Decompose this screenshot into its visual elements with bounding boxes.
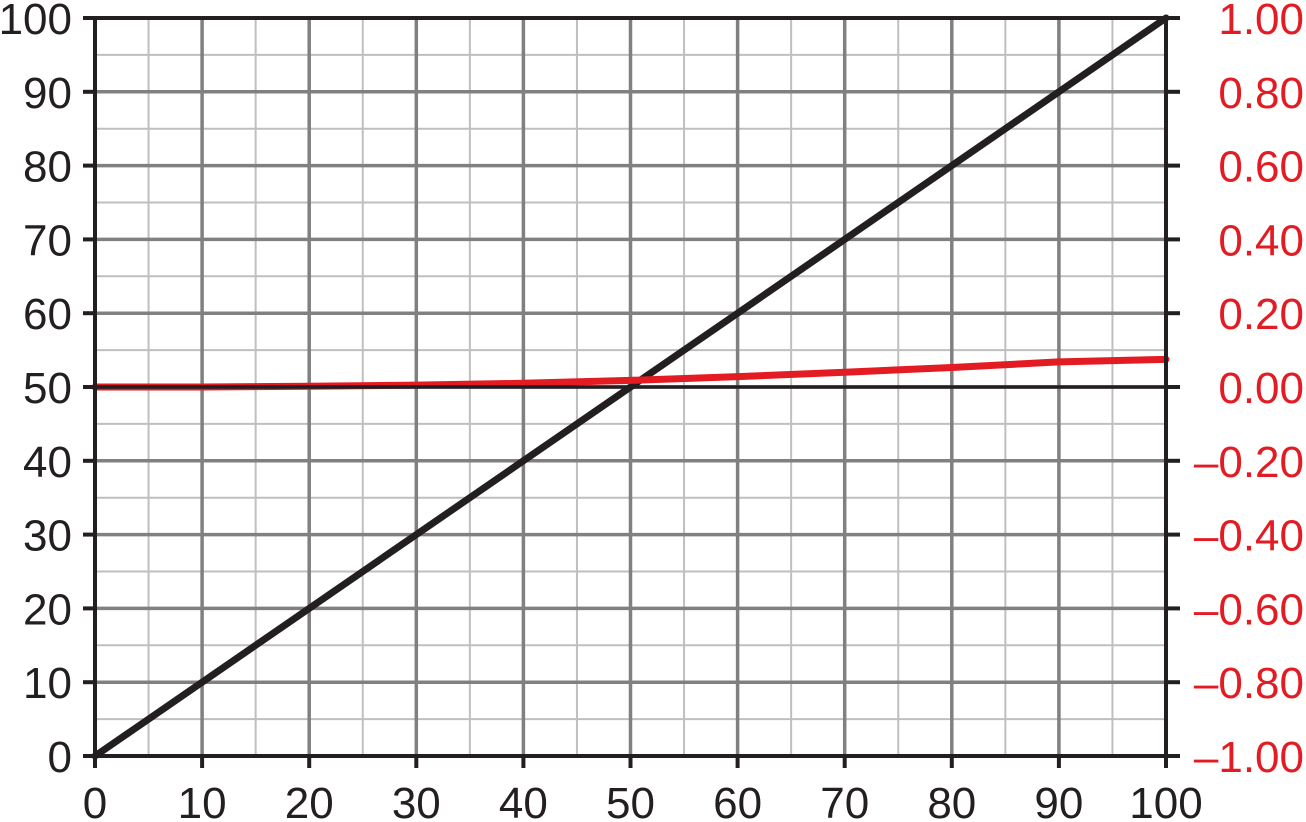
x-axis-tick-label: 100 — [1129, 779, 1202, 822]
x-axis-tick-label: 20 — [285, 779, 334, 822]
right-y-axis-tick-label: –0.60 — [1194, 585, 1304, 634]
x-axis-tick-labels: 0 10 20 30 40 50 60 70 80 90 100 — [83, 779, 1203, 822]
x-axis-tick-label: 80 — [927, 779, 976, 822]
right-y-axis-tick-label: –0.20 — [1194, 438, 1304, 487]
left-y-axis-tick-labels: 0 10 20 30 40 50 60 70 80 90 100 — [0, 0, 72, 782]
left-y-axis-tick-label: 0 — [48, 733, 72, 782]
left-y-axis-tick-label: 60 — [23, 290, 72, 339]
x-axis-tick-label: 90 — [1034, 779, 1083, 822]
left-y-axis-tick-label: 40 — [23, 438, 72, 487]
right-y-axis-tick-label: 0.00 — [1218, 364, 1304, 413]
left-y-axis-tick-label: 70 — [23, 216, 72, 265]
x-axis-tick-label: 10 — [178, 779, 227, 822]
left-y-axis-tick-label: 50 — [23, 364, 72, 413]
right-y-axis-tick-label: 0.80 — [1218, 69, 1304, 118]
right-y-axis-tick-label: –0.80 — [1194, 659, 1304, 708]
right-y-axis-tick-label: 0.20 — [1218, 290, 1304, 339]
left-y-axis-tick-label: 80 — [23, 143, 72, 192]
x-axis-tick-label: 0 — [83, 779, 107, 822]
x-axis-tick-label: 60 — [713, 779, 762, 822]
left-y-axis-tick-label: 100 — [0, 0, 72, 44]
left-y-axis-tick-label: 20 — [23, 585, 72, 634]
right-y-axis-tick-label: –1.00 — [1194, 733, 1304, 782]
right-y-axis-tick-labels: –1.00 –0.80 –0.60 –0.40 –0.20 0.00 0.20 0.40 0.6… — [1194, 0, 1304, 782]
x-axis-tick-label: 30 — [392, 779, 441, 822]
right-y-axis-tick-label: –0.40 — [1194, 512, 1304, 561]
left-y-axis-tick-label: 90 — [23, 69, 72, 118]
right-y-axis-tick-label: 0.60 — [1218, 143, 1304, 192]
x-axis-tick-label: 50 — [606, 779, 655, 822]
x-axis-tick-label: 40 — [499, 779, 548, 822]
left-y-axis-tick-label: 30 — [23, 512, 72, 561]
plot-frame — [83, 16, 1180, 768]
right-y-axis-tick-label: 1.00 — [1218, 0, 1304, 44]
right-y-axis-tick-label: 0.40 — [1218, 216, 1304, 265]
left-y-axis-tick-label: 10 — [23, 659, 72, 708]
x-axis-tick-label: 70 — [820, 779, 869, 822]
